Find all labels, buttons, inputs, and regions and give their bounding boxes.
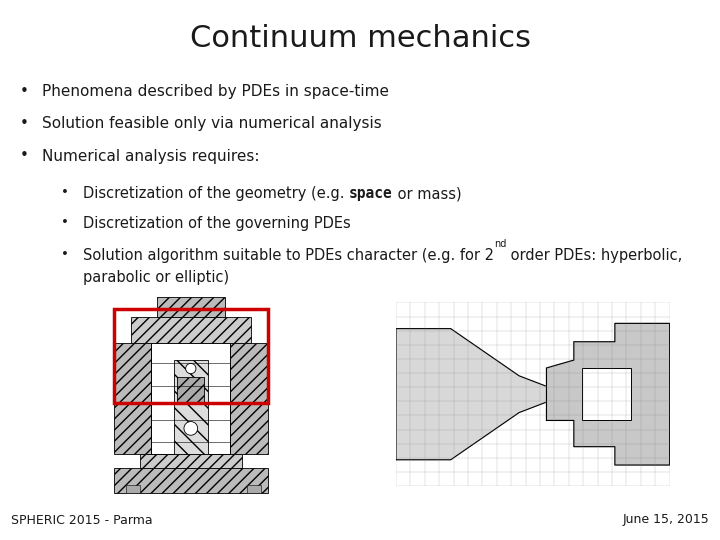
Text: •: • [20,116,29,131]
Text: Discretization of the governing PDEs: Discretization of the governing PDEs [83,216,351,231]
Bar [396,342,451,447]
Text: parabolic or elliptic): parabolic or elliptic) [83,270,229,285]
Text: Continuum mechanics: Continuum mechanics [189,24,531,53]
Circle shape [184,422,197,435]
Text: or mass): or mass) [392,186,462,201]
Bar [151,343,230,454]
Bar [582,368,631,421]
Text: •: • [20,84,29,99]
Bar [140,454,242,468]
Text: •: • [61,248,69,261]
Text: •: • [61,216,69,229]
Text: nd: nd [494,239,506,249]
Text: order PDEs: hyperbolic,: order PDEs: hyperbolic, [506,248,683,264]
Bar [114,343,151,454]
Text: June 15, 2015: June 15, 2015 [623,514,709,526]
Bar [151,343,230,454]
Text: space: space [349,186,392,201]
Text: •: • [20,148,29,164]
Bar [174,360,208,454]
Text: Discretization of the geometry (e.g.: Discretization of the geometry (e.g. [83,186,349,201]
Text: •: • [61,186,69,199]
Bar [247,485,261,494]
Bar [157,297,225,317]
Bar [177,377,204,403]
Text: Phenomena described by PDEs in space-time: Phenomena described by PDEs in space-tim… [42,84,389,99]
Circle shape [186,363,196,374]
Text: Solution algorithm suitable to PDEs character (e.g. for 2: Solution algorithm suitable to PDEs char… [83,248,494,264]
Bar [114,309,268,403]
Polygon shape [546,323,670,465]
Text: Solution feasible only via numerical analysis: Solution feasible only via numerical ana… [42,116,382,131]
Bar [114,468,268,494]
Bar [230,343,268,454]
Text: SPHERIC 2015 - Parma: SPHERIC 2015 - Parma [11,514,153,526]
Bar [126,485,140,494]
Text: Numerical analysis requires:: Numerical analysis requires: [42,148,259,164]
Bar [131,318,251,343]
Polygon shape [396,329,670,460]
